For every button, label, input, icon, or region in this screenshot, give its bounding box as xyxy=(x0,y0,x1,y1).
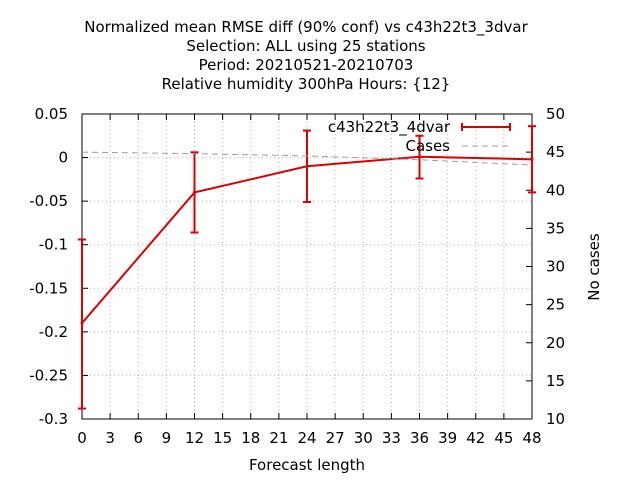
data-point xyxy=(418,155,421,159)
x-tick-label: 33 xyxy=(382,429,401,447)
title-line: Period: 20210521-20210703 xyxy=(199,56,414,74)
x-tick-label: 18 xyxy=(241,429,260,447)
x-tick-label: 15 xyxy=(213,429,232,447)
y2-tick-label: 20 xyxy=(546,334,565,352)
y-tick-label: -0.1 xyxy=(39,236,68,254)
x-tick-label: 39 xyxy=(438,429,457,447)
y2-axis: 50 45 40 35 30 25 20 15 10 xyxy=(526,105,565,428)
cases-line xyxy=(81,151,533,166)
y-tick-label: 0.05 xyxy=(35,105,68,123)
y-tick-label: -0.2 xyxy=(39,323,68,341)
y2-axis-title: No cases xyxy=(585,233,603,301)
y-tick-label: -0.15 xyxy=(29,279,68,297)
legend-label: Cases xyxy=(405,137,450,155)
data-point xyxy=(80,321,84,325)
x-tick-label: 36 xyxy=(410,429,429,447)
y2-tick-label: 30 xyxy=(546,258,565,276)
y2-tick-label: 45 xyxy=(546,143,565,161)
x-tick-label: 45 xyxy=(494,429,513,447)
x-tick-label: 0 xyxy=(77,429,87,447)
y2-tick-label: 40 xyxy=(546,181,565,199)
data-point xyxy=(193,190,196,194)
x-tick-label: 21 xyxy=(269,429,288,447)
y-axis: 0.05 0 -0.05 -0.1 -0.15 -0.2 -0.25 -0.3 xyxy=(29,105,88,428)
x-tick-label: 30 xyxy=(354,429,373,447)
x-tick-label: 24 xyxy=(297,429,316,447)
series xyxy=(78,125,536,410)
x-tick-label: 48 xyxy=(522,429,541,447)
title-line: Relative humidity 300hPa Hours: {12} xyxy=(162,75,451,93)
data-point xyxy=(530,157,534,161)
x-tick-label: 9 xyxy=(162,429,172,447)
y-tick-label: 0 xyxy=(58,149,68,167)
x-axis-title: Forecast length xyxy=(249,456,365,474)
y2-tick-label: 25 xyxy=(546,296,565,314)
x-tick-label: 12 xyxy=(185,429,204,447)
y2-tick-label: 10 xyxy=(546,410,565,428)
y2-tick-label: 35 xyxy=(546,219,565,237)
title-line: Normalized mean RMSE diff (90% conf) vs … xyxy=(84,18,528,37)
y-tick-label: -0.25 xyxy=(29,366,68,384)
x-tick-label: 6 xyxy=(133,429,143,447)
x-axis: 0 3 6 9 12 15 18 21 24 27 30 33 36 39 42 45 48 xyxy=(77,114,542,447)
y2-tick-label: 50 xyxy=(546,105,565,123)
x-tick-label: 27 xyxy=(326,429,345,447)
chart-title: Normalized mean RMSE diff (90% conf) vs … xyxy=(84,18,528,93)
y-tick-label: -0.05 xyxy=(29,192,68,210)
title-line: Selection: ALL using 25 stations xyxy=(186,37,425,55)
legend-label: c43h22t3_4dvar xyxy=(328,118,451,137)
y2-tick-label: 15 xyxy=(546,372,565,390)
data-point xyxy=(305,164,309,168)
x-tick-label: 42 xyxy=(466,429,485,447)
x-tick-label: 3 xyxy=(105,429,115,447)
y-tick-label: -0.3 xyxy=(39,410,68,428)
